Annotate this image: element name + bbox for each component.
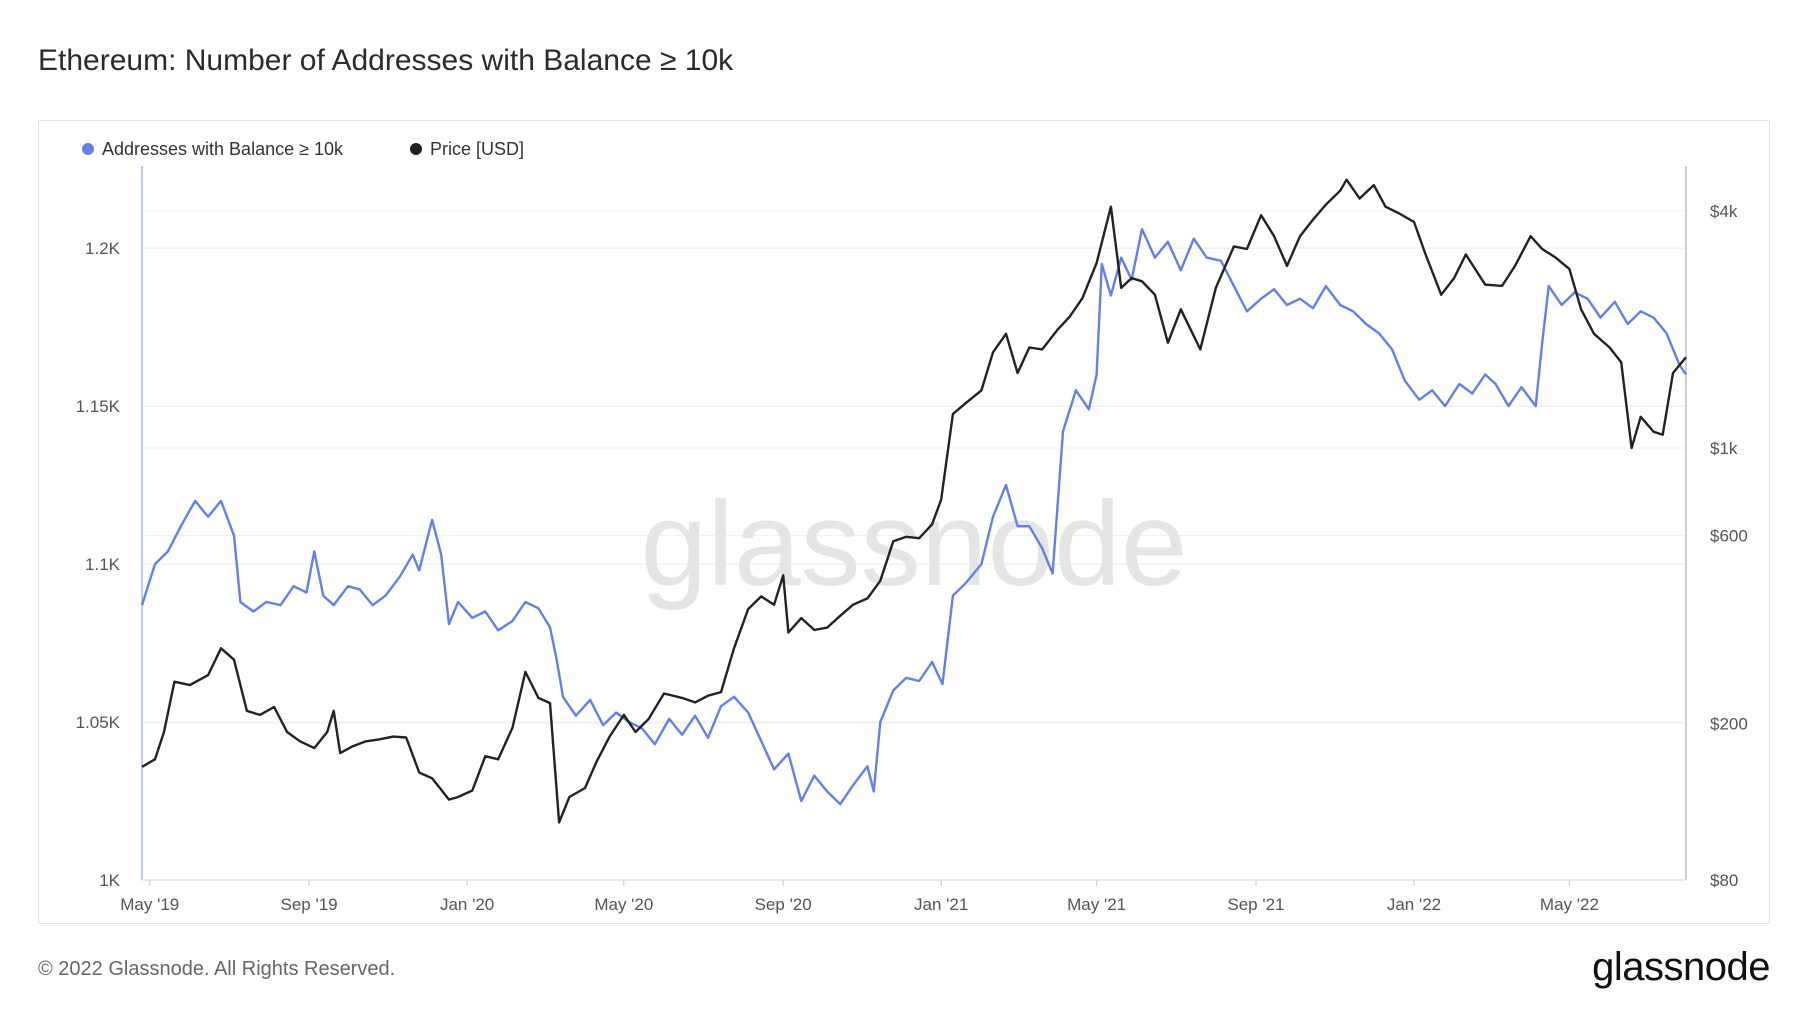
series-line-addresses <box>140 228 1687 806</box>
x-tick-label: May '20 <box>594 895 653 914</box>
legend-label-addresses: Addresses with Balance ≥ 10k <box>102 139 344 159</box>
chart-title: Ethereum: Number of Addresses with Balan… <box>38 44 734 77</box>
chart-canvas: glassnode 1K 1.05K 1.1K 1.15K 1.2K $80 $200 $600… <box>76 139 1748 914</box>
x-tick-label: Jan '21 <box>914 895 968 914</box>
legend-marker-addresses <box>82 143 94 155</box>
y-left-tick-label: 1.1K <box>85 555 121 574</box>
legend-marker-price <box>410 143 422 155</box>
x-tick-label: Jan '22 <box>1387 895 1441 914</box>
y-left-tick-label: 1.2K <box>85 239 121 258</box>
x-tick-label: Sep '19 <box>281 895 338 914</box>
x-tick-label: Sep '20 <box>755 895 812 914</box>
x-tick-label: May '21 <box>1067 895 1126 914</box>
x-tick-label: Sep '21 <box>1227 895 1284 914</box>
y-right-tick-label: $600 <box>1710 526 1748 545</box>
y-right-tick-label: $200 <box>1710 714 1748 733</box>
y-right-tick-label: $4k <box>1710 202 1738 221</box>
y-left-tick-label: 1K <box>99 871 120 890</box>
y-right-tick-label: $1k <box>1710 439 1738 458</box>
watermark-text: glassnode <box>640 477 1187 611</box>
y-right-tick-label: $80 <box>1710 871 1738 890</box>
x-tick-label: May '19 <box>120 895 179 914</box>
copyright-footer: © 2022 Glassnode. All Rights Reserved. <box>38 958 396 980</box>
series-line-price <box>141 178 1687 824</box>
legend-label-price: Price [USD] <box>430 139 524 159</box>
x-tick-label: May '22 <box>1540 895 1599 914</box>
chart-frame <box>38 120 1770 924</box>
x-tick-label: Jan '20 <box>440 895 494 914</box>
glassnode-logo: glassnode <box>1592 945 1770 989</box>
y-left-tick-label: 1.15K <box>76 397 121 416</box>
y-left-tick-label: 1.05K <box>76 713 121 732</box>
